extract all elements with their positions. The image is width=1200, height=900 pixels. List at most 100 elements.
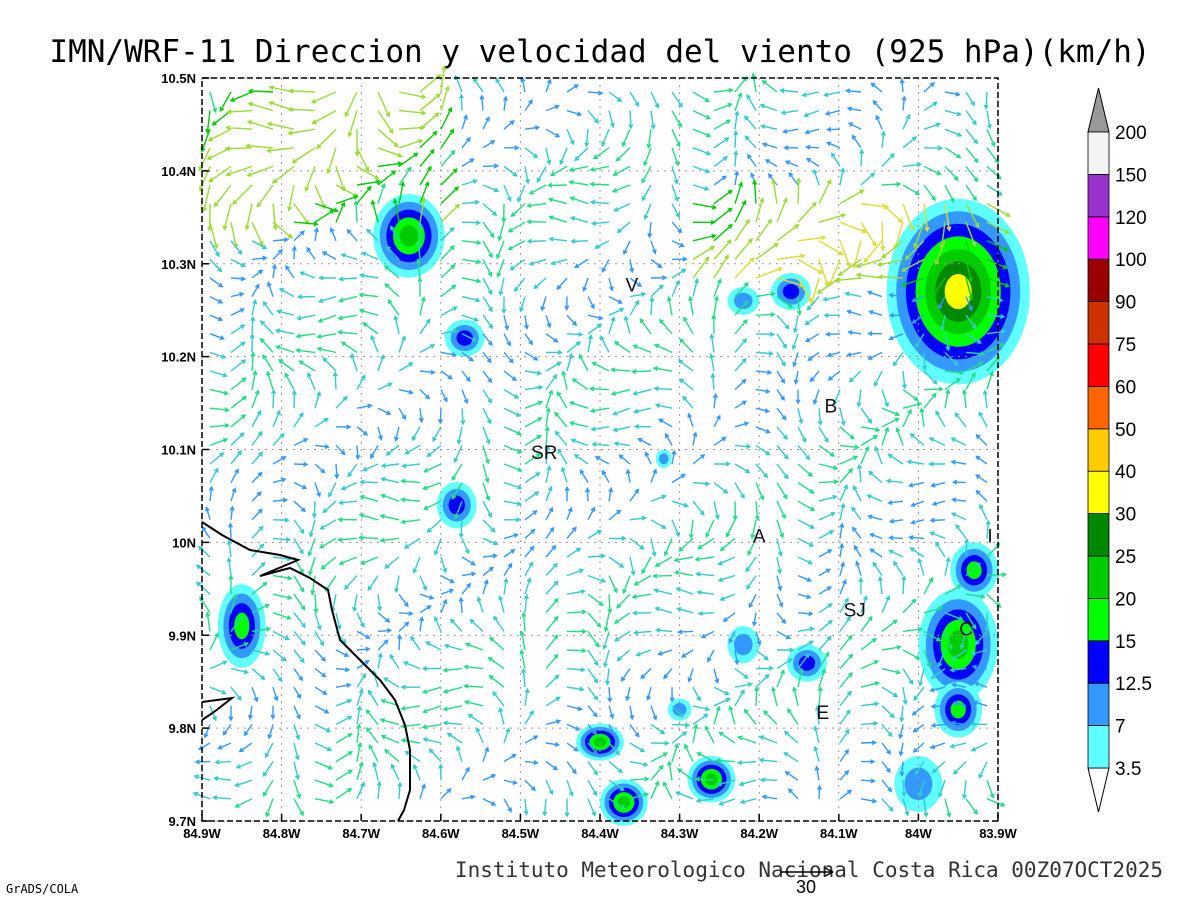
wind-vector-1026: [195, 581, 211, 595]
wind-vector-621: [482, 389, 493, 404]
wind-vector-1022: [917, 557, 925, 576]
colorbar-swatch-2: [1087, 640, 1110, 684]
wind-vector-1451: [356, 781, 365, 800]
wind-vector-1066: [251, 603, 270, 614]
wind-vector-697: [482, 426, 491, 445]
wind-vector-775: [524, 453, 542, 465]
wind-vector-451: [888, 292, 904, 298]
wind-vector-1139: [974, 630, 988, 646]
wind-vector-724: [251, 430, 263, 446]
colorbar-label-3: 15: [1115, 632, 1136, 653]
wind-vector-159: [356, 165, 380, 180]
wind-vector-428: [417, 276, 423, 297]
wind-vector-500: [316, 333, 337, 340]
wind-vector-61: [692, 109, 712, 120]
wind-vector-1039: [482, 579, 489, 595]
wind-vector-1314: [671, 722, 691, 728]
wind-vector-83: [354, 129, 360, 158]
wind-vector-842: [322, 500, 337, 514]
wind-vector-1431: [716, 779, 736, 787]
wind-vector-1445: [211, 795, 232, 801]
wind-vector-330: [755, 218, 773, 242]
wind-vector-516: [658, 318, 673, 335]
wind-vector-1409: [262, 779, 274, 797]
wind-vector-257: [818, 178, 832, 204]
wind-vector-1473: [816, 784, 823, 799]
wind-vector-365: [692, 245, 716, 260]
wind-vector-1099: [944, 612, 964, 621]
wind-vector-309: [313, 226, 319, 241]
colorbar-swatch-4: [1087, 555, 1110, 599]
wind-vector-1370: [235, 760, 253, 769]
wind-vector-576: [322, 357, 337, 372]
wind-vector-6: [310, 91, 337, 104]
wind-vector-397: [556, 277, 568, 291]
software-label: GrADS/COLA: [6, 882, 79, 896]
wind-vector-194: [287, 184, 295, 212]
wind-vector-663: [556, 390, 568, 409]
wind-vector-859: [692, 500, 705, 516]
wind-vector-539: [340, 341, 358, 353]
wind-vector-989: [226, 556, 232, 576]
wind-vector-323: [594, 240, 610, 249]
wind-vector-656: [418, 408, 424, 424]
wind-vector-743: [637, 438, 652, 447]
wind-vector-556: [709, 333, 715, 353]
wind-vector-121: [356, 147, 370, 173]
wind-vector-449: [844, 291, 862, 298]
wind-vector-1288: [911, 705, 925, 716]
wind-vector-1320: [787, 707, 799, 725]
wind-vector-1112: [419, 615, 425, 632]
wind-vector-1357: [758, 735, 778, 744]
wind-vector-805: [340, 481, 358, 491]
wind-vector-64: [746, 93, 757, 111]
wind-vector-1079: [523, 593, 529, 613]
tick-label-lon-9: 84W: [905, 826, 932, 841]
wind-vector-1010: [652, 573, 673, 579]
wind-vector-961: [440, 556, 448, 574]
wind-vector-632: [710, 372, 716, 390]
wind-vector-888: [503, 517, 522, 523]
wind-vector-557: [734, 338, 748, 353]
wind-vector-1152: [443, 643, 463, 651]
wind-vector-978: [797, 556, 814, 565]
wind-vector-778: [573, 454, 589, 465]
wind-vector-768: [361, 463, 379, 472]
wind-vector-95: [601, 128, 610, 147]
wind-vector-294: [797, 201, 817, 223]
wind-vector-100: [713, 119, 732, 130]
wind-vector-97: [646, 129, 652, 149]
wind-vector-1250: [913, 686, 925, 701]
wind-vector-419: [230, 292, 245, 298]
wind-vector-955: [308, 556, 316, 577]
wind-vector-80: [266, 121, 295, 130]
wind-vector-7: [344, 91, 358, 118]
wind-vector-916: [293, 538, 304, 555]
wind-vector-640: [881, 389, 890, 408]
wind-vector-1315: [692, 713, 709, 725]
wind-vector-1439: [901, 780, 907, 798]
wind-vector-426: [358, 292, 379, 298]
wind-vector-241: [482, 203, 498, 217]
wind-vector-380: [209, 277, 224, 288]
wind-vector-1126: [700, 630, 715, 639]
wind-vector-830: [868, 470, 883, 484]
wind-vector-1234: [587, 686, 599, 701]
wind-vector-861: [732, 501, 738, 521]
wind-vector-765: [314, 463, 326, 474]
wind-vector-573: [262, 354, 274, 372]
wind-vector-689: [314, 417, 329, 428]
wind-vector-347: [306, 246, 316, 260]
wind-vector-1003: [524, 561, 534, 576]
wind-vector-300: [913, 221, 925, 249]
wind-vector-1245: [818, 668, 827, 688]
wind-vector-671: [734, 400, 748, 409]
wind-vector-639: [856, 389, 862, 408]
wind-vector-345: [272, 248, 284, 260]
wind-vector-717: [902, 408, 912, 428]
wind-vector-995: [343, 575, 358, 590]
wind-vector-911: [979, 503, 988, 521]
wind-vector-940: [797, 537, 815, 547]
wind-vector-1061: [944, 584, 963, 595]
